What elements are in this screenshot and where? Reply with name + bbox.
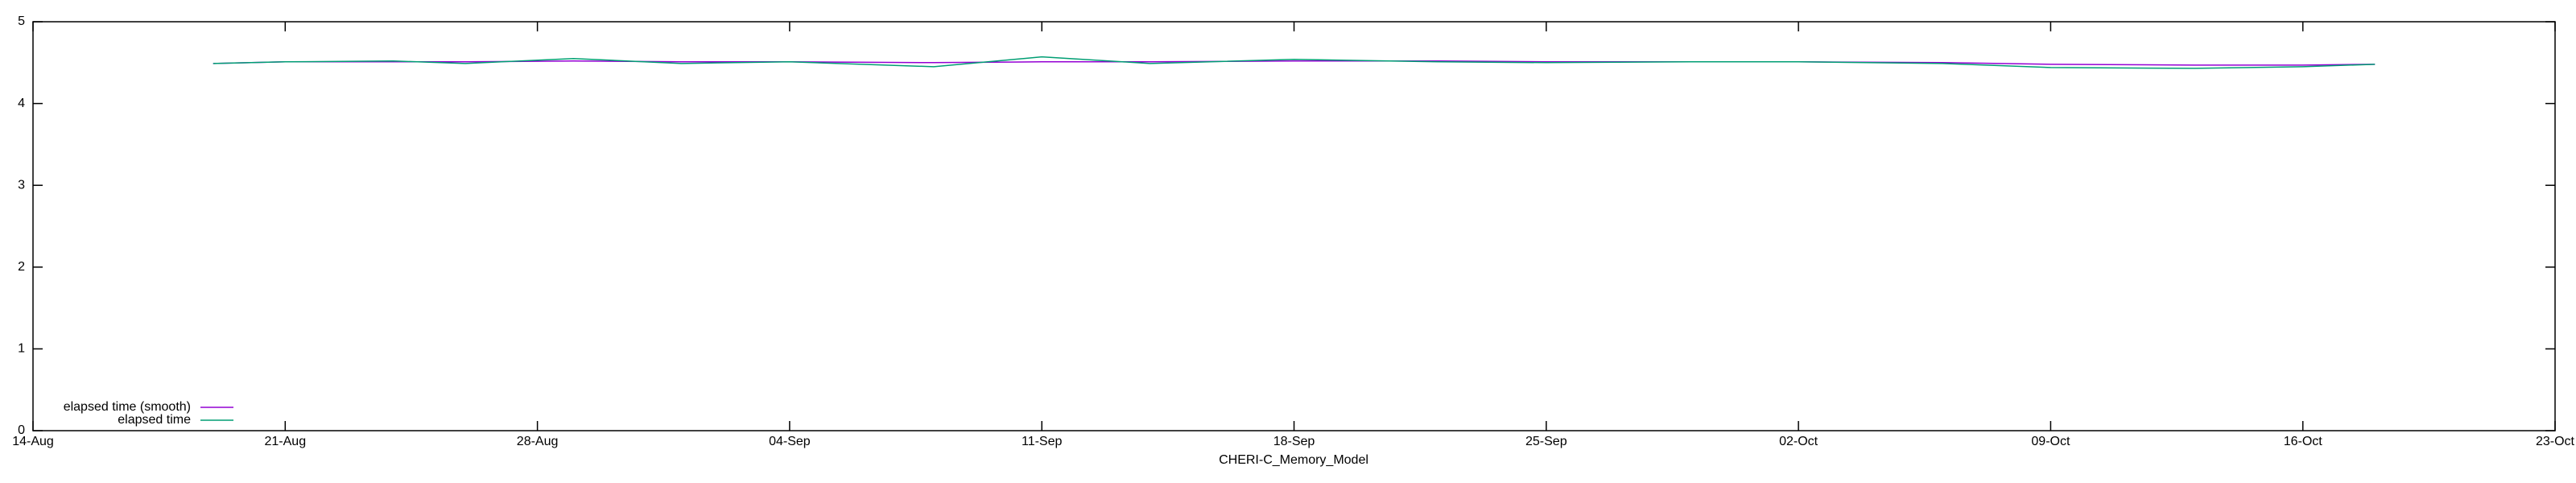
x-tick-label: 23-Oct <box>2536 435 2575 448</box>
x-tick-label: 18-Sep <box>1274 435 1315 448</box>
y-tick-label: 1 <box>18 342 25 356</box>
legend-label: elapsed time <box>118 413 191 427</box>
legend-label: elapsed time (smooth) <box>64 400 191 414</box>
x-tick-label: 21-Aug <box>265 435 307 448</box>
series-line <box>213 60 2376 66</box>
x-tick-label: 25-Sep <box>1525 435 1567 448</box>
x-tick-label: 28-Aug <box>517 435 559 448</box>
y-tick-label: 5 <box>18 14 25 28</box>
x-tick-label: 02-Oct <box>1779 435 1818 448</box>
y-tick-label: 3 <box>18 178 25 192</box>
x-tick-label: 04-Sep <box>769 435 811 448</box>
series-line <box>213 56 2376 69</box>
x-tick-label: 11-Sep <box>1022 435 1063 448</box>
plot-border <box>32 21 2556 431</box>
x-tick-label: 16-Oct <box>2284 435 2323 448</box>
x-tick-label: 14-Aug <box>12 435 54 448</box>
y-tick-label: 2 <box>18 260 25 274</box>
y-tick-label: 0 <box>18 423 25 437</box>
x-axis-label: CHERI-C_Memory_Model <box>1219 453 1368 467</box>
y-tick-label: 4 <box>18 97 25 110</box>
x-tick-label: 09-Oct <box>2031 435 2070 448</box>
